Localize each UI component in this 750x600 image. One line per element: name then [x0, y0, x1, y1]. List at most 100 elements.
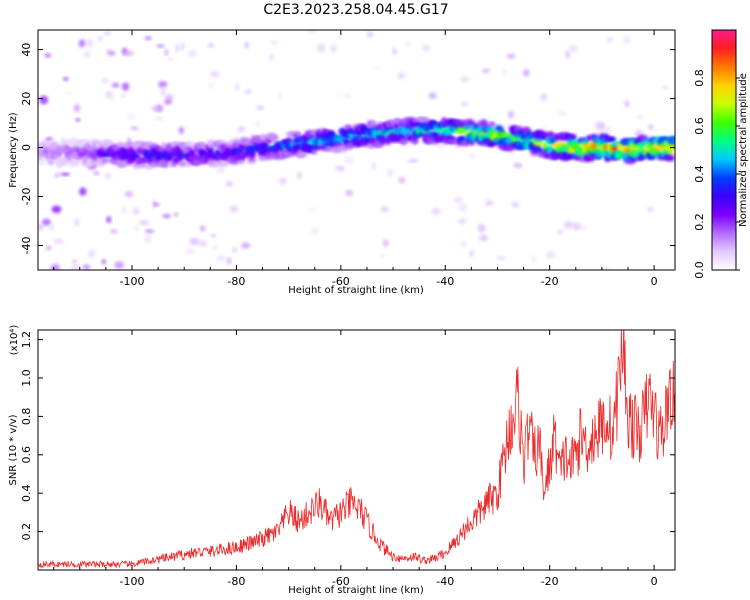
spectrogram-ridge-cell [261, 142, 269, 149]
spectrogram-noise-cell [187, 50, 198, 57]
spectrogram-x-axis-label: Height of straight line (km) [288, 285, 424, 296]
spectrogram-noise-cell [158, 81, 168, 88]
colorbar-tick-label: 0.6 [693, 117, 706, 135]
spectrogram-noise-cell [144, 36, 152, 41]
spectrogram-noise-cell [63, 76, 69, 81]
spectrogram-y-tick-label: 0 [20, 144, 33, 151]
spectrogram-noise-cell [624, 100, 630, 108]
spectrogram-noise-cell [39, 95, 49, 105]
spectrogram-ridge-cell [669, 143, 675, 150]
snr-x-tick-label: -100 [119, 575, 144, 588]
snr-x-tick-label: 0 [651, 575, 658, 588]
spectrogram-ridge-cell [38, 160, 46, 166]
colorbar-tick-label: 0.0 [693, 261, 706, 279]
spectrogram-ridge-cell [71, 158, 82, 165]
spectrogram-noise-cell [336, 92, 342, 97]
colorbar-scale [711, 29, 737, 271]
spectrogram-noise-cell [215, 166, 225, 173]
spectrogram-noise-cell [51, 205, 62, 214]
snr-x-tick-label: -40 [436, 575, 454, 588]
spectrogram-noise-cell [216, 255, 226, 262]
snr-y-multiplier: (x10⁴) [9, 325, 20, 356]
spectrogram-noise-cell [460, 101, 469, 107]
snr-panel: -100 -80 -60 -40 -20 0 0.2 0.4 0.6 0.8 1.0 1.2 Hei… [8, 325, 676, 596]
spectrogram-noise-cell [421, 44, 430, 52]
spectrogram-noise-cell [124, 191, 134, 198]
spectrogram-ridge-cell [529, 132, 535, 139]
spectrogram-ridge-cell [125, 142, 135, 148]
spectrogram-noise-cell [156, 44, 165, 48]
spectrogram-noise-cell [557, 110, 567, 117]
spectrogram-ridge-cell [620, 145, 627, 151]
spectrogram-noise-cell [145, 234, 151, 244]
snr-series-line [38, 330, 675, 569]
spectrogram-noise-cell [380, 206, 389, 213]
spectrogram-noise-cell [53, 238, 64, 245]
spectrogram-x-tick-label: -60 [332, 275, 350, 288]
spectrogram-ridge-cell [393, 123, 400, 130]
spectrogram-noise-cell [602, 267, 610, 270]
spectrogram-ridge-cell [611, 146, 619, 152]
spectrogram-noise-cell [255, 122, 260, 126]
spectrogram-ridge-cell [219, 159, 230, 167]
figure-title: C2E3.2023.258.04.45.G17 [263, 2, 448, 18]
spectrogram-noise-cell [45, 245, 52, 251]
spectrogram-noise-cell [477, 224, 486, 233]
spectrogram-ridge-cell [243, 139, 252, 145]
spectrogram-noise-cell [54, 172, 60, 178]
spectrogram-noise-cell [469, 153, 475, 159]
spectrogram-ridge-cell [311, 149, 318, 155]
spectrogram-noise-cell [101, 77, 109, 84]
spectrogram-noise-cell [545, 251, 556, 259]
spectrogram-noise-cell [164, 99, 172, 105]
spectrogram-noise-cell [405, 41, 411, 47]
spectrogram-ridge-cell [141, 162, 148, 168]
snr-x-ticks: -100 -80 -60 -40 -20 0 [53, 330, 658, 588]
spectrogram-ridge-cell [409, 126, 415, 131]
spectrogram-noise-cell [107, 50, 116, 56]
spectrogram-ridge-cell [484, 126, 495, 132]
spectrogram-noise-cell [244, 89, 252, 94]
spectrogram-noise-cell [308, 208, 317, 212]
spectrogram-y-tick-label: -20 [20, 188, 33, 206]
spectrogram-noise-cell [212, 245, 217, 251]
snr-x-tick-label: -60 [332, 575, 350, 588]
spectrogram-noise-cell [180, 42, 185, 51]
spectrogram-noise-cell [103, 31, 111, 36]
spectrogram-noise-cell [73, 104, 81, 113]
spectrogram-ridge-cell [225, 142, 232, 148]
spectrogram-y-tick-label: -40 [20, 237, 33, 255]
spectrogram-noise-cell [83, 49, 91, 59]
spectrogram-ridge-cell [668, 136, 675, 145]
spectrogram-ridge-cell [549, 136, 556, 144]
spectrogram-noise-cell [87, 249, 96, 259]
colorbar-ticks: 0.0 0.2 0.4 0.6 0.8 [693, 69, 740, 279]
spectrogram-ridge-cell [547, 144, 554, 153]
spectrogram-noise-cell [572, 222, 582, 231]
spectrogram-ridge-cell [542, 142, 549, 150]
spectrogram-noise-cell [458, 203, 468, 212]
spectrogram-noise-cell [111, 82, 120, 88]
spectrogram-noise-cell [121, 206, 127, 215]
spectrogram-x-ticks: -100 -80 -60 -40 -20 0 [53, 30, 658, 288]
spectrogram-noise-cell [335, 165, 345, 172]
spectrogram-noise-cell [232, 247, 238, 253]
spectrogram-noise-cell [210, 234, 216, 238]
spectrogram-noise-cell [330, 43, 336, 53]
spectrogram-x-tick-label: -100 [119, 275, 144, 288]
spectrogram-y-axis-label: Frequency (Hz) [8, 112, 19, 188]
spectrogram-noise-cell [98, 35, 103, 42]
spectrogram-noise-cell [485, 200, 493, 206]
spectrogram-ridge-cell [299, 151, 308, 157]
spectrogram-noise-cell [307, 30, 317, 34]
spectrogram-noise-cell [636, 115, 643, 119]
spectrogram-noise-cell [607, 37, 613, 43]
spectrogram-noise-cell [209, 70, 220, 78]
spectrogram-noise-cell [661, 85, 670, 90]
snr-y-tick-label: 0.6 [20, 446, 33, 464]
spectrogram-panel: -100 -80 -60 -40 -20 0 -40 -20 0 20 40 Height of … [8, 29, 676, 296]
spectrogram-noise-cell [127, 113, 136, 120]
spectrogram-noise-cell [507, 110, 515, 119]
snr-y-ticks: 0.2 0.4 0.6 0.8 1.0 1.2 [20, 331, 675, 540]
